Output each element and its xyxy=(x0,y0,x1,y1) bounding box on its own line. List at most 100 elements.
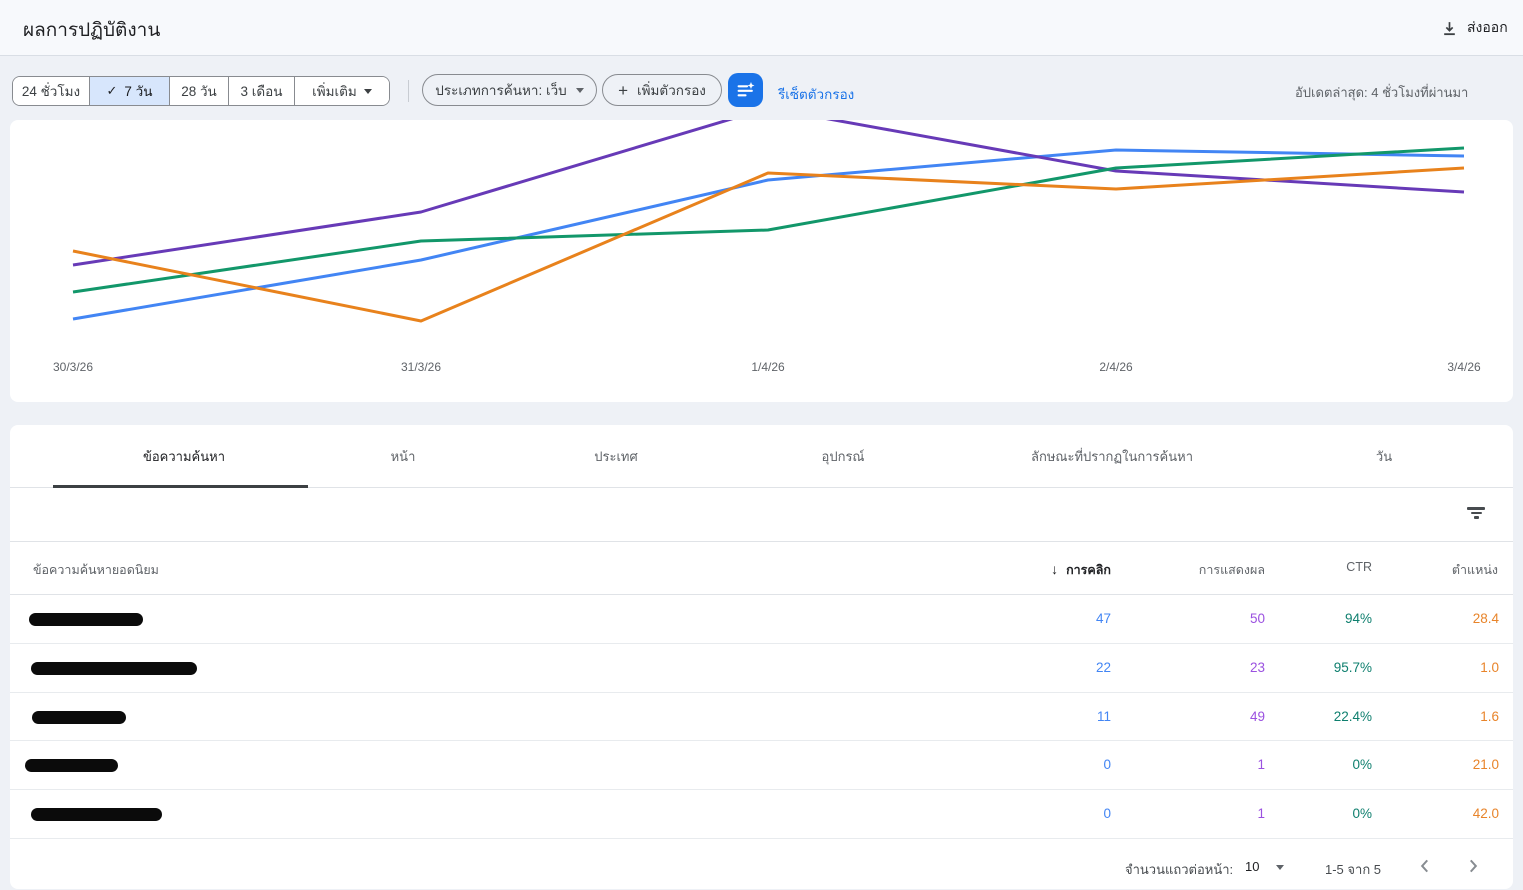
tab-5[interactable]: ลักษณะที่ปรากฏในการค้นหา xyxy=(1031,425,1193,488)
cell-position: 21.0 xyxy=(1473,757,1499,772)
date-range-2[interactable]: ✓ 7 วัน xyxy=(89,77,169,105)
cell-position: 28.4 xyxy=(1473,611,1499,626)
chevron-down-icon xyxy=(364,89,372,94)
funnel-line-2 xyxy=(1471,512,1482,515)
export-label: ส่งออก xyxy=(1467,17,1508,39)
funnel-line-3 xyxy=(1474,516,1479,519)
page-title: ผลการปฏิบัติงาน xyxy=(23,15,160,45)
column-header-label: ตำแหน่ง xyxy=(1452,563,1498,577)
column-header-label: CTR xyxy=(1346,560,1372,574)
cell-clicks: 11 xyxy=(1097,709,1111,724)
search-type-label: ประเภทการค้นหา: เว็บ xyxy=(435,79,567,101)
previous-page-button[interactable] xyxy=(1414,856,1436,878)
last-updated-text: อัปเดตล่าสุด: 4 ชั่วโมงที่ผ่านมา xyxy=(1295,82,1523,103)
date-range-3[interactable]: 28 วัน xyxy=(169,77,228,105)
filter-sparkle-icon xyxy=(736,81,755,100)
table-header-row: ข้อความค้นหายอดนิยม ↓ การคลิก การแสดงผล CTR… xyxy=(10,542,1513,595)
redacted-query-text xyxy=(31,662,197,675)
tab-3[interactable]: ประเทศ xyxy=(594,425,637,488)
queries-column-header: ข้อความค้นหายอดนิยม xyxy=(33,560,159,580)
x-axis-label: 31/3/26 xyxy=(401,360,441,374)
cell-clicks: 22 xyxy=(1096,660,1111,675)
x-axis-label: 30/3/26 xyxy=(53,360,93,374)
impressions-line xyxy=(73,120,1464,265)
tab-6[interactable]: วัน xyxy=(1376,425,1392,488)
cell-impressions: 1 xyxy=(1257,806,1265,821)
table-filter-row xyxy=(10,488,1513,542)
cell-impressions: 50 xyxy=(1250,611,1265,626)
next-page-button[interactable] xyxy=(1462,856,1484,878)
download-icon xyxy=(1441,20,1458,37)
export-button[interactable]: ส่งออก xyxy=(1441,15,1508,41)
reset-filters-link[interactable]: รีเซ็ตตัวกรอง xyxy=(778,83,854,105)
date-range-label: เพิ่มเติม xyxy=(312,80,357,102)
redacted-query-text xyxy=(31,808,162,821)
x-axis-label: 2/4/26 xyxy=(1099,360,1132,374)
cell-clicks: 0 xyxy=(1103,757,1111,772)
column-header-2[interactable]: การแสดงผล xyxy=(1199,560,1265,580)
cell-position: 1.6 xyxy=(1480,709,1499,724)
table-row[interactable]: 47 50 94% 28.4 xyxy=(10,595,1513,644)
filter-bar: 24 ชั่วโมง ✓ 7 วัน 28 วัน 3 เดือน เพิ่มเติม ป… xyxy=(0,56,1523,118)
rows-per-page-caret-icon[interactable] xyxy=(1276,865,1284,870)
position-line xyxy=(73,168,1464,321)
cell-position: 1.0 xyxy=(1480,660,1499,675)
cell-clicks: 47 xyxy=(1096,611,1111,626)
date-range-1[interactable]: 24 ชั่วโมง xyxy=(13,77,89,105)
redacted-query-text xyxy=(25,759,118,772)
add-filter-button[interactable]: + เพิ่มตัวกรอง xyxy=(602,74,722,106)
table-filter-icon[interactable] xyxy=(1466,507,1486,523)
chevron-left-icon xyxy=(1416,857,1434,875)
column-header-3[interactable]: CTR xyxy=(1346,560,1372,574)
chart-card: 30/3/26 31/3/26 1/4/26 2/4/26 3/4/26 xyxy=(10,120,1513,402)
funnel-line-1 xyxy=(1467,507,1485,510)
cell-impressions: 23 xyxy=(1250,660,1265,675)
search-type-dropdown[interactable]: ประเภทการค้นหา: เว็บ xyxy=(422,74,597,106)
filter-divider xyxy=(408,80,409,102)
cell-ctr: 0% xyxy=(1352,806,1372,821)
date-range-group: 24 ชั่วโมง ✓ 7 วัน 28 วัน 3 เดือน เพิ่มเติม xyxy=(12,76,390,106)
cell-ctr: 95.7% xyxy=(1334,660,1372,675)
date-range-label: 3 เดือน xyxy=(241,80,283,102)
pagination-range: 1-5 จาก 5 xyxy=(1325,859,1381,880)
x-axis-label: 1/4/26 xyxy=(751,360,784,374)
check-icon: ✓ xyxy=(107,83,118,99)
table-row[interactable]: 0 1 0% 21.0 xyxy=(10,741,1513,790)
date-range-label: 7 วัน xyxy=(124,80,152,102)
date-range-5[interactable]: เพิ่มเติม xyxy=(294,77,389,105)
date-range-label: 24 ชั่วโมง xyxy=(22,80,80,102)
tab-1[interactable]: ข้อความค้นหา xyxy=(143,425,225,488)
tab-4[interactable]: อุปกรณ์ xyxy=(822,425,865,488)
column-header-4[interactable]: ตำแหน่ง xyxy=(1452,560,1498,580)
table-body: 47 50 94% 28.4 22 23 95.7% 1.0 11 49 22.4% 1.6 0 1 0% 2… xyxy=(10,595,1513,839)
add-filter-label: เพิ่มตัวกรอง xyxy=(637,79,706,101)
date-range-label: 28 วัน xyxy=(181,80,217,102)
page-header: ผลการปฏิบัติงาน ส่งออก xyxy=(0,0,1523,56)
column-header-1[interactable]: ↓ การคลิก xyxy=(1051,560,1111,580)
table-card: ข้อความค้นหา หน้า ประเทศ อุปกรณ์ ลักษณะที่ปร… xyxy=(10,425,1513,889)
sort-descending-icon: ↓ xyxy=(1051,561,1058,577)
redacted-query-text xyxy=(29,613,143,626)
cell-ctr: 0% xyxy=(1352,757,1372,772)
cell-impressions: 49 xyxy=(1250,709,1265,724)
date-range-4[interactable]: 3 เดือน xyxy=(228,77,294,105)
redacted-query-text xyxy=(32,711,126,724)
table-row[interactable]: 010%42.0 xyxy=(10,790,1513,839)
chevron-right-icon xyxy=(1464,857,1482,875)
chevron-down-icon xyxy=(576,88,584,93)
cell-impressions: 1 xyxy=(1257,757,1265,772)
rows-per-page-select[interactable]: 10 xyxy=(1245,859,1259,874)
plus-icon: + xyxy=(618,82,628,99)
tab-bar: ข้อความค้นหา หน้า ประเทศ อุปกรณ์ ลักษณะที่ปร… xyxy=(10,425,1513,488)
pagination: จำนวนแถวต่อหน้า: 10 1-5 จาก 5 xyxy=(10,844,1513,889)
cell-ctr: 22.4% xyxy=(1334,709,1372,724)
table-row[interactable]: 22 23 95.7% 1.0 xyxy=(10,644,1513,693)
insights-filter-button[interactable] xyxy=(728,73,763,107)
cell-clicks: 0 xyxy=(1103,806,1111,821)
rows-per-page-label: จำนวนแถวต่อหน้า: xyxy=(1125,859,1233,880)
cell-ctr: 94% xyxy=(1345,611,1372,626)
x-axis-label: 3/4/26 xyxy=(1447,360,1480,374)
table-row[interactable]: 11 49 22.4% 1.6 xyxy=(10,693,1513,742)
tab-2[interactable]: หน้า xyxy=(391,425,416,488)
column-header-label: การคลิก xyxy=(1066,563,1111,577)
